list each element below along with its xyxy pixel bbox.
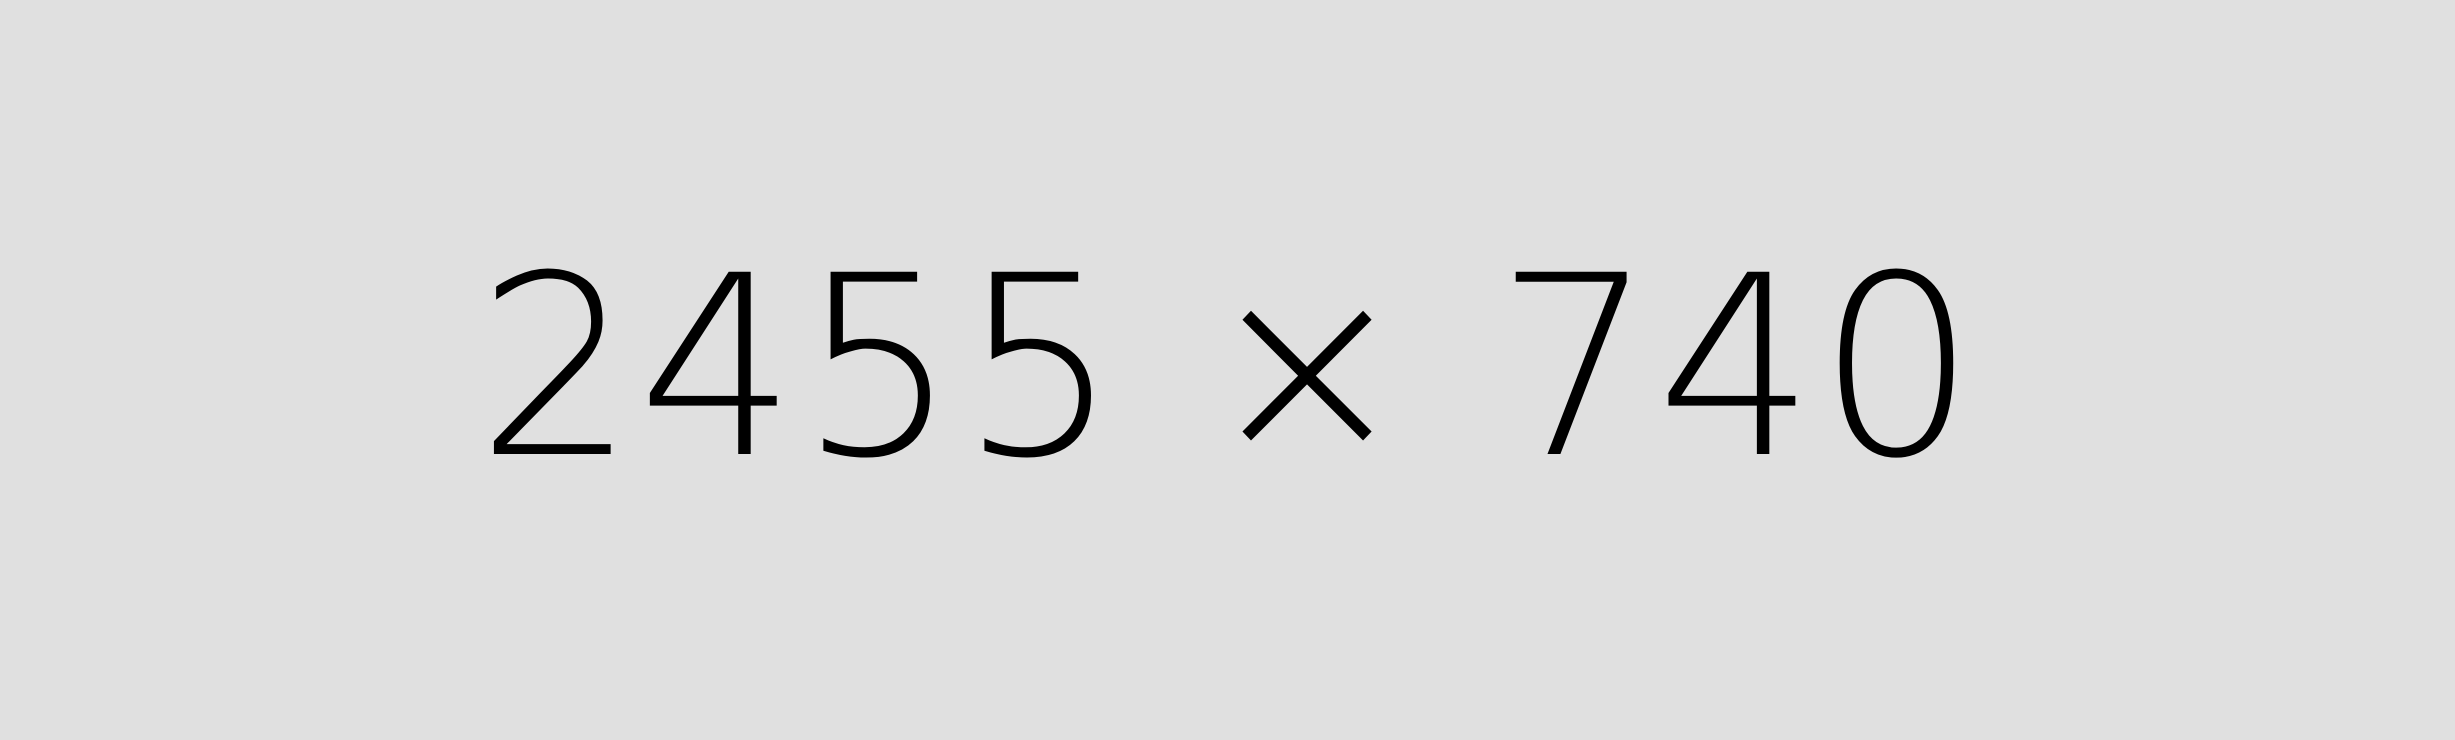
- dimension-label: 2455 × 740: [476, 222, 1979, 513]
